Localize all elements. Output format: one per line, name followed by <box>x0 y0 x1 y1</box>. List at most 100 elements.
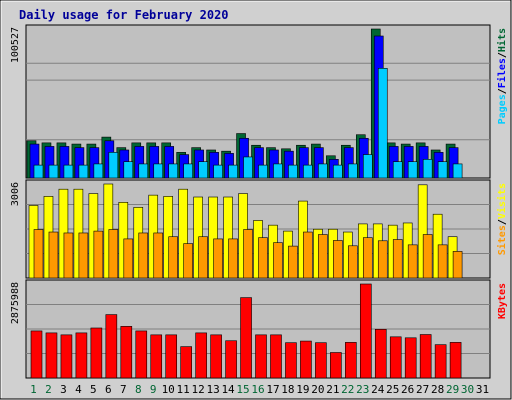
bar-sites-day-12 <box>198 236 208 279</box>
bar-kbytes-day-15 <box>240 297 252 379</box>
bar-sites-day-4 <box>78 232 89 279</box>
x-tick-label: 14 <box>221 383 235 396</box>
bar-pages-day-21 <box>333 164 343 179</box>
legend-entry: KBytes <box>497 283 508 319</box>
bar-sites-day-18 <box>288 245 298 279</box>
x-tick-label: 9 <box>150 383 157 396</box>
x-tick-label: 13 <box>206 383 219 396</box>
y-max-label: 2875988 <box>10 282 21 324</box>
x-tick-label: 24 <box>371 383 385 396</box>
bar-pages-day-16 <box>258 164 268 179</box>
bar-kbytes-day-28 <box>434 344 447 379</box>
bar-pages-day-2 <box>48 164 59 179</box>
bar-sites-day-6 <box>108 229 119 279</box>
bar-kbytes-day-29 <box>449 342 462 379</box>
x-tick-label: 21 <box>326 383 339 396</box>
bar-pages-day-14 <box>228 164 238 179</box>
x-tick-label: 12 <box>192 383 205 396</box>
bar-kbytes-day-16 <box>255 334 267 379</box>
bar-pages-day-10 <box>168 163 179 179</box>
bar-kbytes-day-12 <box>195 332 207 379</box>
bar-kbytes-day-25 <box>389 336 402 379</box>
legend-entry: Sites <box>496 225 508 255</box>
bar-visits-day-14 <box>223 196 233 279</box>
bar-sites-day-5 <box>93 230 104 279</box>
x-tick-label: 8 <box>135 383 142 396</box>
legend-entry: / <box>497 88 508 94</box>
x-tick-label: 10 <box>162 383 175 396</box>
x-tick-label: 27 <box>416 383 429 396</box>
legend-entry: / <box>497 219 508 225</box>
legend-entry: Visits <box>496 183 508 219</box>
bar-sites-day-10 <box>168 236 179 279</box>
bar-kbytes-day-5 <box>90 327 103 379</box>
bar-sites-day-15 <box>243 229 253 279</box>
bar-kbytes-day-8 <box>135 330 148 379</box>
x-tick-label: 15 <box>236 383 249 396</box>
bar-pages-day-13 <box>213 164 223 179</box>
bar-pages-day-24 <box>377 68 388 179</box>
bar-kbytes-day-6 <box>105 314 118 379</box>
x-tick-label: 16 <box>251 383 264 396</box>
x-tick-label: 28 <box>431 383 444 396</box>
bar-sites-day-29 <box>452 251 463 279</box>
legend-entry: / <box>497 52 508 58</box>
bar-kbytes-day-4 <box>75 332 88 379</box>
bar-pages-day-22 <box>348 163 358 179</box>
chart-title: Daily usage for February 2020 <box>19 8 229 22</box>
bar-kbytes-day-22 <box>345 342 357 379</box>
x-tick-label: 4 <box>75 383 82 396</box>
y-max-label: 3006 <box>10 182 21 206</box>
bar-pages-day-26 <box>407 161 418 179</box>
bar-sites-day-22 <box>348 245 358 279</box>
x-tick-label: 26 <box>401 383 414 396</box>
bar-sites-day-21 <box>333 240 343 279</box>
bar-sites-day-20 <box>318 234 328 279</box>
bar-sites-day-11 <box>183 243 193 279</box>
visits-panel: 3006 Sites/Visits <box>10 179 508 279</box>
bar-sites-day-8 <box>138 232 149 279</box>
bar-sites-day-28 <box>437 244 448 279</box>
x-tick-label: 7 <box>120 383 127 396</box>
bar-sites-day-3 <box>63 232 74 279</box>
series-legend: KBytes <box>497 283 508 319</box>
bar-kbytes-day-19 <box>300 340 312 379</box>
bar-pages-day-29 <box>452 163 463 179</box>
bar-kbytes-day-20 <box>315 342 327 379</box>
bar-sites-day-25 <box>392 239 403 279</box>
bar-pages-day-25 <box>392 161 403 179</box>
bar-pages-day-28 <box>437 161 448 179</box>
bar-pages-day-12 <box>198 161 208 179</box>
x-tick-label: 11 <box>177 383 190 396</box>
x-tick-label: 19 <box>296 383 309 396</box>
bar-sites-day-14 <box>228 238 238 279</box>
bar-pages-day-17 <box>273 163 283 179</box>
kbytes-panel: 2875988 KBytes <box>10 279 508 379</box>
series-legend: Sites/Visits <box>496 183 508 255</box>
bar-kbytes-day-9 <box>150 334 163 379</box>
bar-kbytes-day-2 <box>45 332 58 379</box>
legend-entry: Pages <box>497 94 508 124</box>
bar-pages-day-1 <box>33 164 44 179</box>
bar-kbytes-day-18 <box>285 342 297 379</box>
bar-sites-day-7 <box>123 238 134 279</box>
bar-kbytes-day-17 <box>270 334 282 379</box>
legend-entry: Hits <box>496 28 508 52</box>
bar-pages-day-9 <box>153 163 164 179</box>
bar-visits-day-11 <box>178 188 188 279</box>
bar-pages-day-4 <box>78 164 89 179</box>
bar-kbytes-day-26 <box>404 337 417 379</box>
y-max-label: 100527 <box>10 27 21 63</box>
bar-sites-day-13 <box>213 238 223 279</box>
bar-sites-day-16 <box>258 237 268 279</box>
x-tick-labels: 1 2 3 4 5 6 7 8 9 10 11 12 13 14 15 16 17 18 19 20 21 22 23 24 2… <box>30 383 489 396</box>
bar-kbytes-day-27 <box>419 334 432 379</box>
bar-pages-day-23 <box>362 154 373 179</box>
bar-kbytes-day-21 <box>330 352 342 379</box>
bar-sites-day-27 <box>422 234 433 279</box>
bar-sites-day-2 <box>48 231 59 279</box>
bar-sites-day-26 <box>407 244 418 279</box>
x-tick-label: 31 <box>476 383 489 396</box>
x-tick-label: 30 <box>461 383 474 396</box>
